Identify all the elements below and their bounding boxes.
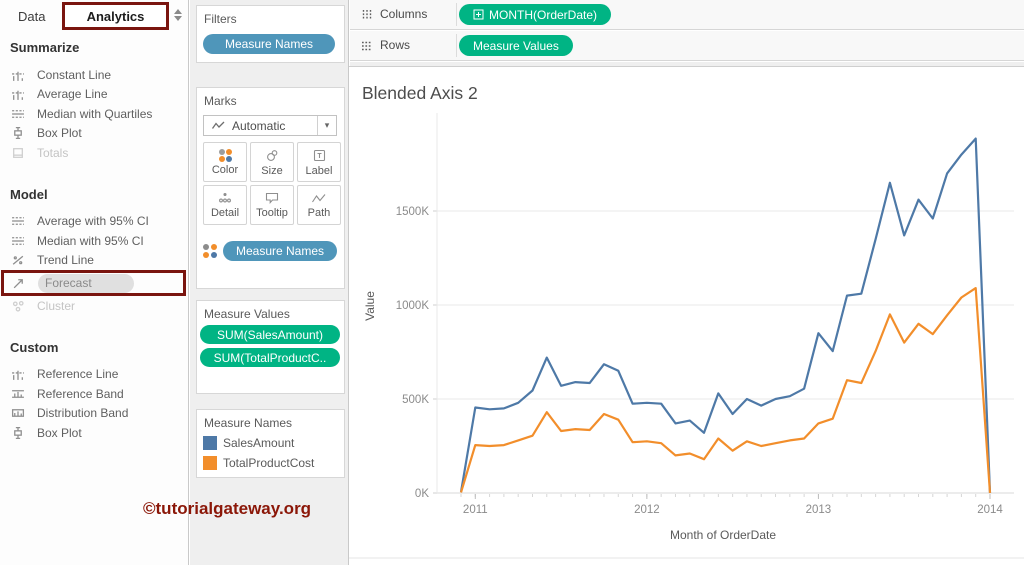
label-icon [313,149,325,161]
rows-icon [360,39,374,58]
svg-text:Month of OrderDate: Month of OrderDate [670,528,776,542]
salesamount-swatch [203,436,217,450]
analytics-item-median-quartiles[interactable]: Median with Quartiles [0,104,188,124]
forecast-icon [12,276,26,290]
pane-tab-bar: Data Analytics [0,0,188,33]
median-ci-icon [11,234,25,248]
mark-type-value: Automatic [232,118,286,133]
pill-sum-totalproductcost[interactable]: SUM(TotalProductC.. [200,348,340,367]
svg-text:500K: 500K [402,394,429,406]
shelf-gap [350,62,1024,66]
svg-text:2013: 2013 [806,504,832,516]
columns-pill-month-orderdate[interactable]: MONTH(OrderDate) [459,4,612,25]
tab-analytics[interactable]: Analytics [62,2,169,30]
columns-shelf: Columns MONTH(OrderDate) [350,0,1024,30]
analytics-item-constant-line[interactable]: Constant Line [0,65,188,85]
distribution-band-icon [11,406,25,420]
average-ci-icon [11,214,25,228]
filters-title: Filters [204,12,237,26]
filters-pill-measure-names[interactable]: Measure Names [203,34,335,54]
analytics-item-distribution-band[interactable]: Distribution Band [0,404,188,424]
rows-label: Rows [380,38,411,52]
analytics-item-average-line[interactable]: Average Line [0,85,188,105]
marks-pill-measure-names[interactable]: Measure Names [223,241,337,261]
analytics-item-box-plot[interactable]: Box Plot [0,124,188,144]
marks-measure-names-row: Measure Names [203,241,337,261]
analytics-item-median-95ci[interactable]: Median with 95% CI [0,231,188,251]
svg-text:1500K: 1500K [396,206,430,218]
worksheet-view: Blended Axis 2 0K 500K 1000K 1500K 2011 2012 2… [349,66,1024,565]
path-button[interactable]: Path [297,185,341,225]
analytics-item-average-95ci[interactable]: Average with 95% CI [0,212,188,232]
columns-label: Columns [380,7,428,21]
analytics-item-reference-line[interactable]: Reference Line [0,365,188,385]
tooltip-icon [265,192,279,205]
analytics-item-custom-box-plot[interactable]: Box Plot [0,423,188,443]
mark-type-dropdown[interactable]: Automatic ▾ [203,115,337,136]
pill-sum-salesamount[interactable]: SUM(SalesAmount) [200,325,340,344]
detail-icon [219,192,231,203]
analytics-item-trend-line[interactable]: Trend Line [0,251,188,271]
plus-box-icon[interactable] [473,9,484,20]
tooltip-button[interactable]: Tooltip [250,185,294,225]
analytics-item-forecast[interactable]: Forecast [1,270,186,296]
filters-card: Filters Measure Names [196,5,345,63]
rows-pill-measure-values[interactable]: Measure Values [459,35,573,56]
measure-values-title: Measure Values [204,307,290,321]
columns-icon [360,8,374,27]
reference-band-icon [11,387,25,401]
size-button[interactable]: Size [250,142,294,182]
box-plot-icon [11,126,25,140]
pane-collapse-icon[interactable] [174,9,182,21]
svg-text:2011: 2011 [463,504,488,516]
svg-text:Value: Value [363,291,377,321]
svg-text:2014: 2014 [977,504,1003,516]
color-legend-icon [203,243,218,259]
trend-line-icon [11,253,25,267]
legend-item-salesamount[interactable]: SalesAmount [203,436,344,450]
rows-shelf: Rows Measure Values [350,31,1024,61]
marks-card: Marks Automatic ▾ Color Size Label [196,87,345,289]
reference-line-icon [11,367,25,381]
totalproductcost-swatch [203,456,217,470]
color-icon [218,148,232,162]
section-summarize-title: Summarize [10,40,80,55]
constant-line-icon [11,68,25,82]
sheet-title: Blended Axis 2 [362,83,478,103]
legend-title: Measure Names [204,416,293,430]
color-button[interactable]: Color [203,142,247,182]
analytics-pane: Data Analytics Summarize Constant Line A… [0,0,189,565]
marks-button-grid: Color Size Label Detail Tooltip Path [203,142,344,225]
chevron-down-icon[interactable]: ▾ [317,116,336,135]
shelf-panel: Filters Measure Names Marks Automatic ▾ … [190,0,349,565]
label-button[interactable]: Label [297,142,341,182]
measure-values-card: Measure Values SUM(SalesAmount) SUM(Tota… [196,300,345,394]
watermark: ©tutorialgateway.org [143,499,312,518]
shelf-divider [456,3,457,26]
svg-text:2012: 2012 [634,504,660,516]
detail-button[interactable]: Detail [203,185,247,225]
analytics-item-reference-band[interactable]: Reference Band [0,384,188,404]
path-icon [312,193,326,202]
shelf-divider [456,34,457,57]
svg-text:1000K: 1000K [396,300,430,312]
analytics-item-totals: Totals [0,143,188,163]
box-plot-icon [11,426,25,440]
tab-data[interactable]: Data [18,9,46,24]
size-icon [267,149,278,161]
analytics-item-cluster: Cluster [0,296,188,316]
section-model-title: Model [10,186,48,202]
average-line-icon [11,87,25,101]
cluster-icon [11,299,25,313]
section-custom-title: Custom [10,339,59,355]
legend-item-totalproductcost[interactable]: TotalProductCost [203,456,344,470]
totals-icon [11,146,25,160]
line-mark-icon [211,121,225,129]
median-quartiles-icon [11,107,25,121]
svg-text:0K: 0K [415,488,429,500]
marks-title: Marks [204,94,237,108]
line-chart[interactable]: 0K 500K 1000K 1500K 2011 2012 2013 2014 Value Mon… [349,67,1024,566]
color-legend-card: Measure Names SalesAmount TotalProductCo… [196,409,345,478]
